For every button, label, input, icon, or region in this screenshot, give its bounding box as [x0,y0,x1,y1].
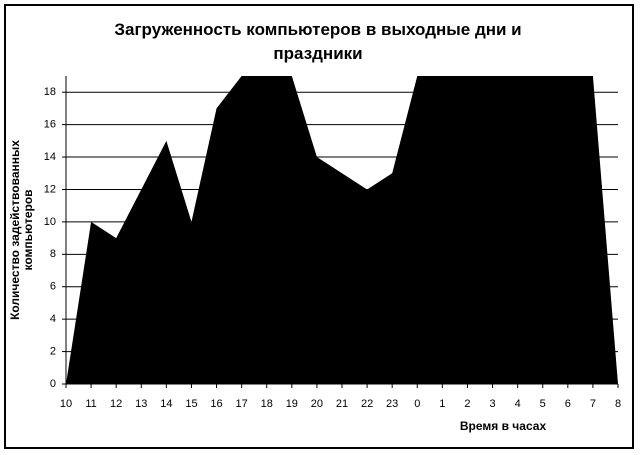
y-tick-label: 0 [50,378,56,390]
y-tick-label: 4 [50,313,56,325]
x-tick-label: 2 [464,398,470,410]
y-tick-label: 8 [50,248,56,260]
x-tick-label: 1 [439,398,445,410]
x-tick-label: 18 [261,398,273,410]
area [66,76,618,384]
y-tick-label: 12 [44,183,56,195]
x-axis-label: Время в часах [460,419,547,433]
x-tick-label: 10 [60,398,72,410]
x-tick-label: 8 [615,398,621,410]
y-tick-label: 10 [44,216,56,228]
x-tick-label: 14 [160,398,172,410]
chart-title: Загруженность компьютеров в выходные дни… [114,20,522,63]
x-tick-label: 11 [85,398,96,410]
y-tick-label: 6 [50,281,56,293]
x-tick-label: 17 [236,398,248,410]
y-tick-label: 14 [44,151,56,163]
x-tick-label: 19 [286,398,298,410]
x-tick-label: 3 [489,398,495,410]
y-tick-label: 18 [44,86,56,98]
y-tick-label: 16 [44,119,56,131]
x-tick-label: 20 [311,398,323,410]
x-tick-label: 13 [135,398,147,410]
x-tick-label: 5 [540,398,546,410]
x-tick-label: 6 [565,398,571,410]
x-tick-label: 23 [386,398,398,410]
x-tick-label: 0 [414,398,420,410]
x-tick-label: 15 [185,398,197,410]
y-tick-label: 2 [50,345,56,357]
chart-frame [4,4,634,449]
x-tick-label: 4 [515,398,521,410]
x-tick-label: 21 [336,398,348,410]
x-tick-label: 22 [361,398,373,410]
x-tick-label: 16 [210,398,222,410]
x-tick-label: 7 [590,398,596,410]
x-tick-label: 12 [110,398,122,410]
